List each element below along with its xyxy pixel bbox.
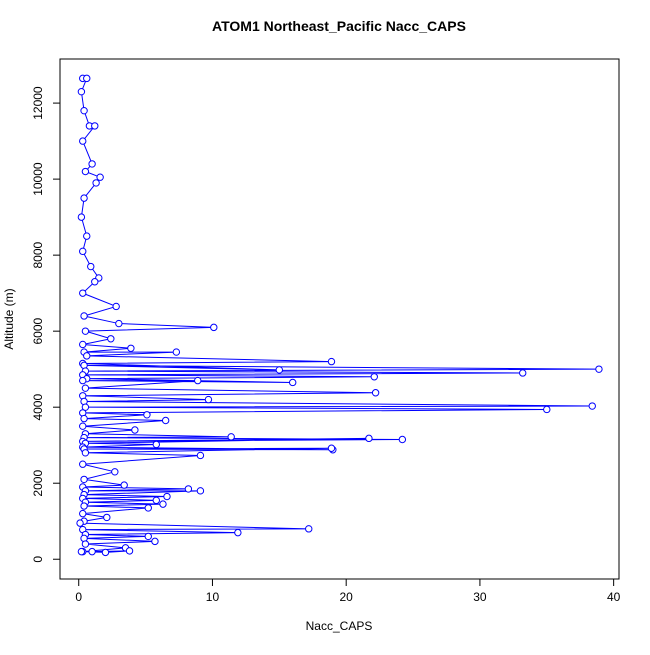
data-point <box>101 548 110 557</box>
data-point <box>120 481 128 489</box>
data-point <box>81 327 90 335</box>
data-point <box>115 319 123 328</box>
data-point <box>79 376 87 385</box>
x-tick-label: 30 <box>473 590 487 604</box>
data-point <box>112 302 120 311</box>
y-axis-label: Altitude (m) <box>2 288 16 349</box>
data-point <box>79 340 87 349</box>
data-point <box>80 312 88 320</box>
data-point <box>87 262 95 271</box>
data-point <box>111 468 119 476</box>
data-point <box>151 537 159 546</box>
data-point <box>83 232 91 240</box>
data-point <box>543 405 551 414</box>
data-point <box>79 422 87 430</box>
data-point <box>81 449 90 457</box>
data-point <box>79 247 87 256</box>
x-tick-label: 0 <box>75 590 82 604</box>
data-point <box>275 366 284 374</box>
data-point <box>370 373 378 381</box>
data-point <box>163 492 171 501</box>
data-point <box>88 160 96 168</box>
data-point <box>79 460 87 468</box>
data-point <box>76 519 84 527</box>
data-line <box>79 77 599 553</box>
data-point <box>144 532 152 541</box>
data-point <box>152 496 160 505</box>
data-point <box>80 475 88 484</box>
data-point <box>595 365 603 373</box>
data-point <box>125 547 134 555</box>
data-point <box>77 213 86 221</box>
y-tick-label: 6000 <box>31 317 45 344</box>
data-point <box>91 278 99 286</box>
data-point <box>365 434 373 443</box>
data-point <box>92 179 100 187</box>
data-point <box>305 525 313 533</box>
data-point <box>519 369 527 377</box>
data-point <box>159 500 167 508</box>
data-point <box>144 504 152 512</box>
data-point <box>107 335 115 343</box>
y-tick-label: 4000 <box>31 394 45 421</box>
data-point <box>161 416 170 425</box>
data-point <box>288 378 297 387</box>
data-point <box>80 106 88 115</box>
data-point <box>204 395 213 404</box>
data-point <box>210 323 218 332</box>
chart-title: ATOM1 Northeast_Pacific Nacc_CAPS <box>212 18 466 34</box>
data-point <box>79 509 87 518</box>
data-point <box>83 74 91 83</box>
y-tick-label: 12000 <box>31 86 45 120</box>
y-tick-label: 10000 <box>31 162 45 196</box>
data-point <box>327 444 336 452</box>
x-tick-label: 20 <box>340 590 354 604</box>
data-point <box>196 487 205 495</box>
data-point <box>184 485 193 493</box>
x-tick-label: 40 <box>607 590 621 604</box>
data-point <box>103 513 111 522</box>
data-point <box>227 433 235 441</box>
data-point <box>588 402 596 410</box>
data-point <box>80 502 88 510</box>
data-point <box>131 426 139 434</box>
data-point <box>127 344 135 352</box>
data-point <box>234 528 242 537</box>
data-point <box>83 352 91 360</box>
data-point <box>196 451 205 460</box>
data-point <box>152 440 160 449</box>
data-point <box>371 389 380 397</box>
data-point <box>81 167 90 176</box>
data-point <box>96 173 104 181</box>
y-tick-label: 8000 <box>31 241 45 268</box>
y-tick-label: 2000 <box>31 470 45 497</box>
data-point <box>398 435 407 444</box>
data-point <box>81 384 90 392</box>
data-point <box>79 137 87 145</box>
data-point <box>79 289 87 297</box>
x-axis-label: Nacc_CAPS <box>306 619 373 633</box>
x-tick-label: 10 <box>206 590 220 604</box>
data-point <box>327 357 336 366</box>
data-point <box>194 376 202 385</box>
data-point <box>77 547 86 556</box>
data-point <box>91 122 99 130</box>
y-tick-label: 0 <box>31 556 45 563</box>
data-point <box>80 194 88 202</box>
data-point <box>80 414 88 423</box>
data-point <box>143 411 151 419</box>
data-point <box>81 540 90 548</box>
data-point <box>88 547 96 556</box>
data-point <box>77 87 86 96</box>
data-point <box>172 348 181 356</box>
